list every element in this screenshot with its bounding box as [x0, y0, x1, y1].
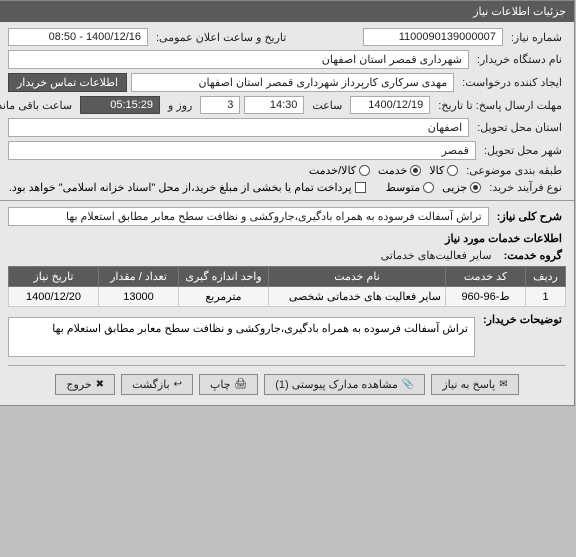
col-service-name: نام خدمت — [270, 267, 447, 287]
cell-date: 1400/12/20 — [10, 287, 100, 307]
respond-button[interactable]: ✉ پاسخ به نیاز — [432, 374, 519, 395]
category-label: طبقه بندی موضوعی: — [463, 164, 567, 177]
services-table: ردیف کد خدمت نام خدمت واحد اندازه گیری ت… — [9, 266, 567, 307]
buyer-desc-label: توضیحات خریدار: — [480, 313, 567, 326]
category-service-radio[interactable]: خدمت — [379, 164, 422, 177]
need-desc-label: شرح کلی نیاز: — [494, 210, 567, 223]
requester-field: مهدی سرکاری کارپرداز شهرداری قمصر استان … — [132, 73, 455, 92]
deadline-time-field: 14:30 — [245, 96, 305, 114]
exit-button[interactable]: ✖ خروج — [56, 374, 116, 395]
print-button-label: چاپ — [211, 378, 232, 391]
radio-icon — [411, 165, 422, 176]
process-partial-radio[interactable]: جزیی — [443, 181, 482, 194]
back-button[interactable]: ↩ بازگشت — [122, 374, 194, 395]
need-number-label: شماره نیاز: — [508, 31, 567, 44]
province-label: استان محل تحویل: — [474, 121, 567, 134]
process-medium-label: متوسط — [387, 181, 422, 194]
deadline-label: مهلت ارسال پاسخ: تا تاریخ: — [435, 99, 567, 112]
col-service-code: کد خدمت — [447, 267, 527, 287]
print-icon: 🖨 — [236, 379, 249, 390]
category-service-label: خدمت — [379, 164, 408, 177]
attachments-icon: 📎 — [403, 379, 415, 390]
deadline-date-field: 1400/12/19 — [351, 96, 431, 114]
process-partial-label: جزیی — [443, 181, 468, 194]
services-section-title: اطلاعات خدمات مورد نیاز — [442, 232, 567, 245]
need-desc-field: تراش آسفالت فرسوده به همراه بادگیری،جارو… — [9, 207, 490, 226]
button-row: ✉ پاسخ به نیاز 📎 مشاهده مدارک پیوستی (1)… — [9, 365, 567, 399]
attachments-button[interactable]: 📎 مشاهده مدارک پیوستی (1) — [265, 374, 426, 395]
service-group-label: گروه خدمت: — [501, 249, 567, 262]
col-row-num: ردیف — [527, 267, 567, 287]
city-field: قمصر — [9, 141, 477, 160]
need-number-field: 1100090139000007 — [364, 28, 504, 46]
radio-icon — [448, 165, 459, 176]
public-announce-label: تاریخ و ساعت اعلان عمومی: — [153, 31, 291, 44]
radio-icon — [360, 165, 371, 176]
cell-unit: مترمربع — [180, 287, 270, 307]
category-radio-group: کالا خدمت کالا/خدمت — [310, 164, 459, 177]
exit-icon: ✖ — [97, 379, 105, 390]
payment-checkbox[interactable]: پرداخت تمام یا بخشی از مبلغ خرید،از محل … — [10, 181, 367, 194]
window-content: شماره نیاز: 1100090139000007 تاریخ و ساع… — [1, 22, 575, 405]
time-label-1: ساعت — [309, 99, 347, 112]
payment-check-group: پرداخت تمام یا بخشی از مبلغ خرید،از محل … — [10, 181, 367, 194]
cell-qty: 13000 — [100, 287, 180, 307]
col-unit: واحد اندازه گیری — [180, 267, 270, 287]
radio-icon — [424, 182, 435, 193]
back-button-label: بازگشت — [133, 378, 171, 391]
contact-info-button[interactable]: اطلاعات تماس خریدار — [9, 73, 128, 92]
cell-name: سایر فعالیت های خدماتی شخصی — [270, 287, 447, 307]
payment-note-label: پرداخت تمام یا بخشی از مبلغ خرید،از محل … — [10, 181, 353, 194]
province-field: اصفهان — [9, 118, 470, 137]
service-group-value: سایر فعالیت‌های خدماتی — [378, 249, 497, 262]
details-window: جزئیات اطلاعات نیاز شماره نیاز: 11000901… — [0, 0, 576, 406]
radio-icon — [471, 182, 482, 193]
days-count-field: 3 — [201, 96, 241, 114]
category-both-label: کالا/خدمت — [310, 164, 357, 177]
process-radio-group: جزیی متوسط — [387, 181, 483, 194]
checkbox-icon — [356, 182, 367, 193]
requester-label: ایجاد کننده درخواست: — [459, 76, 567, 89]
process-type-label: نوع فرآیند خرید: — [486, 181, 567, 194]
category-both-radio[interactable]: کالا/خدمت — [310, 164, 371, 177]
days-and-label: روز و — [165, 99, 197, 112]
remaining-label: ساعت باقی مانده — [0, 99, 77, 112]
back-icon: ↩ — [175, 379, 183, 390]
public-announce-field: 1400/12/16 - 08:50 — [9, 28, 149, 46]
cell-code: ط-96-960 — [447, 287, 527, 307]
window-titlebar: جزئیات اطلاعات نیاز — [1, 1, 575, 22]
cell-rownum: 1 — [527, 287, 567, 307]
category-goods-label: کالا — [430, 164, 445, 177]
exit-button-label: خروج — [67, 378, 92, 391]
category-goods-radio[interactable]: کالا — [430, 164, 459, 177]
buyer-name-field: شهرداری قمصر استان اصفهان — [9, 50, 470, 69]
col-need-date: تاریخ نیاز — [10, 267, 100, 287]
window-title: جزئیات اطلاعات نیاز — [474, 6, 567, 18]
attachments-button-label: مشاهده مدارک پیوستی (1) — [276, 378, 399, 391]
respond-button-label: پاسخ به نیاز — [443, 378, 496, 391]
city-label: شهر محل تحویل: — [481, 144, 567, 157]
process-medium-radio[interactable]: متوسط — [387, 181, 436, 194]
table-row[interactable]: 1 ط-96-960 سایر فعالیت های خدماتی شخصی م… — [10, 287, 567, 307]
print-button[interactable]: 🖨 چاپ — [200, 374, 259, 395]
respond-icon: ✉ — [500, 379, 508, 390]
countdown-field: 05:15:29 — [81, 96, 161, 114]
buyer-name-label: نام دستگاه خریدار: — [474, 53, 567, 66]
buyer-desc-field: تراش آسفالت فرسوده به همراه بادگیری،جارو… — [9, 317, 476, 357]
col-qty: تعداد / مقدار — [100, 267, 180, 287]
